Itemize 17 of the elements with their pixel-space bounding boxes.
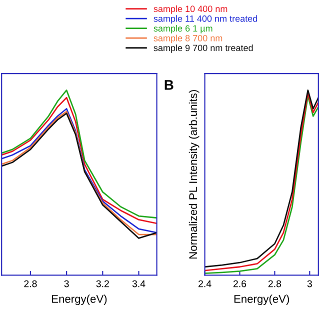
chart-title: B [164, 80, 174, 90]
legend-label: sample 6 1 µm [154, 24, 212, 34]
x-axis-title: Energy(eV) [234, 294, 290, 306]
x-tick-label: 3.4 [132, 280, 146, 288]
legend-label: sample 9 700 nm treated [154, 44, 253, 53]
x-tick-label: 3.2 [96, 280, 109, 288]
x-tick-label: 2.4 [198, 280, 212, 288]
legend-label: sample 8 700 nm [154, 34, 222, 44]
legend-label: sample 10 400 nm [154, 5, 228, 14]
y-axis-title: Normalized PL Intensity (arb.units) [188, 90, 200, 258]
x-axis-title: Energy(eV) [52, 294, 107, 306]
x-tick-label: 2.6 [233, 280, 246, 288]
x-tick-label: 3 [307, 280, 312, 288]
x-tick-label: 2.8 [268, 280, 282, 288]
x-tick-label: 2.8 [24, 280, 37, 288]
x-tick-label: 3 [64, 280, 69, 288]
legend-label: sample 11 400 nm treated [154, 15, 258, 24]
